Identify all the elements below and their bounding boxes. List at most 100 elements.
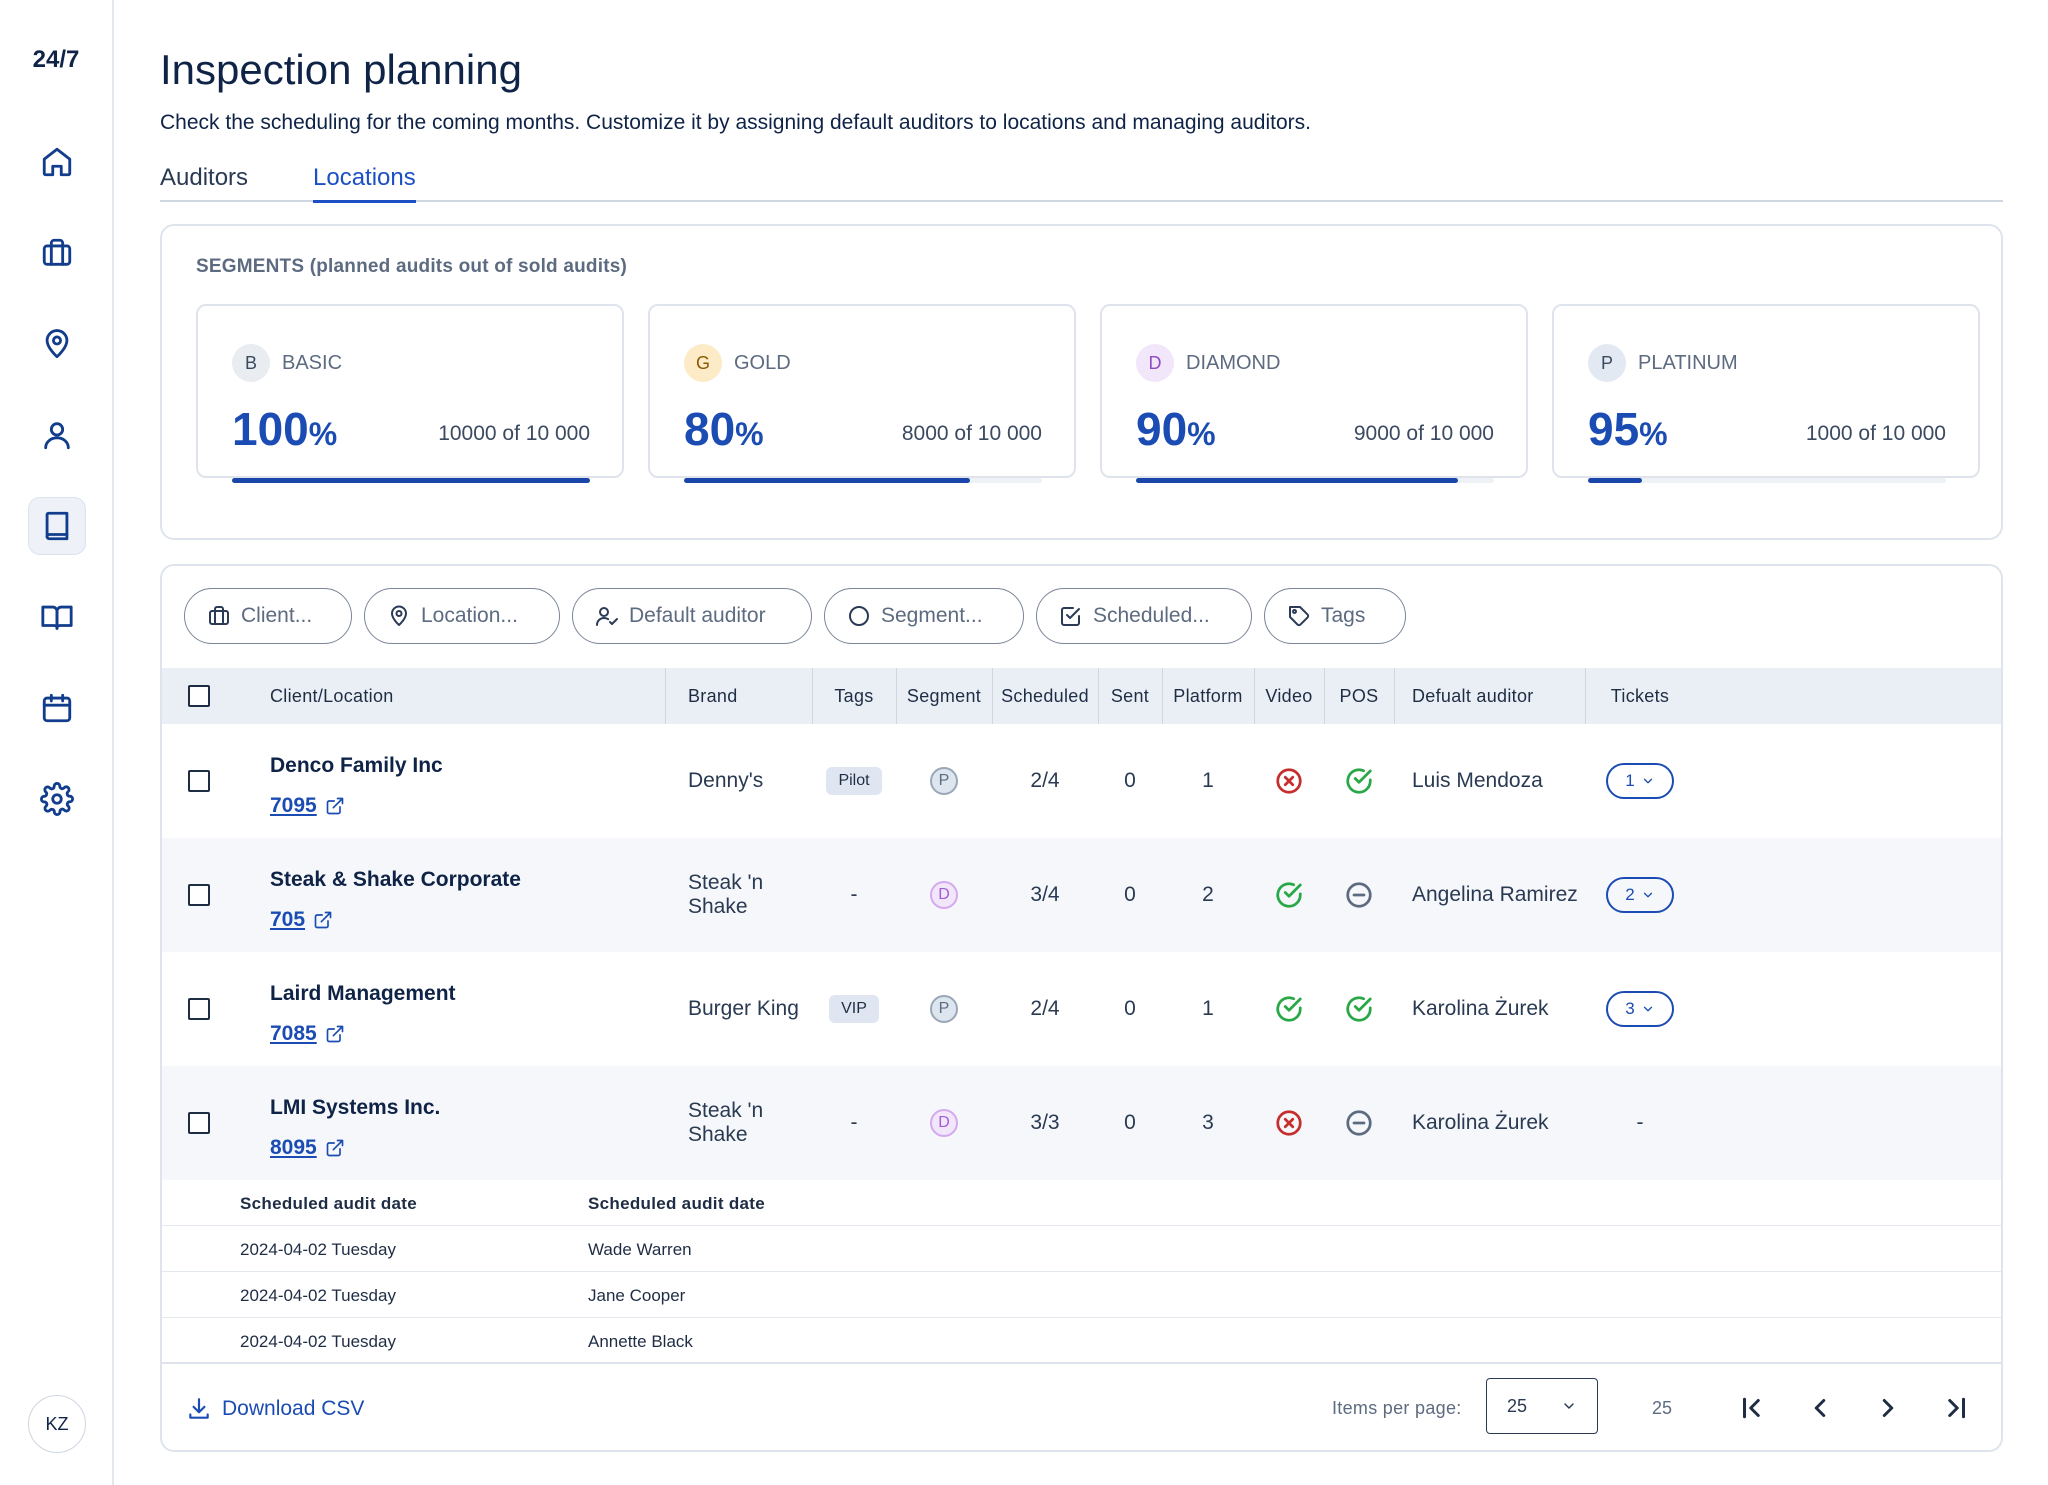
table-row[interactable]: LMI Systems Inc. 8095 Steak 'n Shake - D… <box>162 1066 2001 1180</box>
open-book-icon <box>41 605 73 630</box>
location-id-link[interactable]: 8095 <box>270 1136 345 1160</box>
location-pin-icon <box>391 605 407 626</box>
tag-badge: Pilot <box>826 767 882 795</box>
column-header-tags[interactable]: Tags <box>834 685 874 706</box>
platform-cell: 1 <box>1202 769 1214 792</box>
chevron-down-icon <box>1643 892 1652 898</box>
location-id: 8095 <box>270 1136 317 1159</box>
tag-badge: VIP <box>829 995 879 1023</box>
column-header-brand[interactable]: Brand <box>688 685 738 706</box>
row-checkbox[interactable] <box>188 884 210 906</box>
tickets-dropdown[interactable]: 1 <box>1606 763 1674 799</box>
nav-locations[interactable] <box>28 315 86 373</box>
tickets-dropdown[interactable]: 3 <box>1606 991 1674 1027</box>
nav-settings[interactable] <box>28 770 86 828</box>
select-all-cell <box>188 668 228 724</box>
page-title: Inspection planning <box>160 46 522 93</box>
location-id-link[interactable]: 7085 <box>270 1022 345 1046</box>
segment-card-basic: B BASIC 100% 10000 of 10 000 <box>196 304 624 483</box>
default-auditor-cell: Luis Mendoza <box>1412 769 1543 792</box>
segment-progress-fill <box>232 478 590 483</box>
tab-locations[interactable]: Locations <box>313 164 416 203</box>
row-checkbox[interactable] <box>188 998 210 1020</box>
column-header-client[interactable]: Client/Location <box>270 668 666 724</box>
segment-name: DIAMOND <box>1186 352 1281 374</box>
segments-label: SEGMENTS (planned audits out of sold aud… <box>196 256 628 277</box>
select-all-checkbox[interactable] <box>188 685 210 707</box>
filter-default-auditor[interactable]: Default auditor <box>572 588 812 644</box>
tab-auditors[interactable]: Auditors <box>160 164 249 191</box>
platform-cell: 1 <box>1202 997 1214 1020</box>
nav-users[interactable] <box>28 406 86 464</box>
tags-cell: - <box>850 1111 858 1134</box>
location-id: 7085 <box>270 1022 317 1045</box>
segment-percent-unit: % <box>735 416 764 452</box>
column-header-sent[interactable]: Sent <box>1110 685 1150 706</box>
book-icon <box>45 511 69 541</box>
filter-scheduled[interactable]: Scheduled... <box>1036 588 1252 644</box>
nav-calendar[interactable] <box>28 679 86 737</box>
column-header-default-auditor[interactable]: Defualt auditor <box>1412 685 1534 706</box>
tickets-dropdown[interactable]: 2 <box>1606 877 1674 913</box>
tag-icon <box>1289 606 1310 627</box>
table-row[interactable]: Laird Management 7085 Burger King VIP P … <box>162 952 2001 1066</box>
previous-page-button[interactable] <box>1802 1390 1838 1426</box>
first-page-button[interactable] <box>1734 1390 1770 1426</box>
column-header-platform[interactable]: Platform <box>1173 685 1243 706</box>
filter-segment[interactable]: Segment... <box>824 588 1024 644</box>
pos-cell <box>1324 1066 1394 1180</box>
nav-home[interactable] <box>28 133 86 191</box>
segment-badge: P <box>930 995 958 1023</box>
platform-cell: 3 <box>1202 1111 1214 1134</box>
column-header-scheduled[interactable]: Scheduled <box>1001 685 1089 706</box>
audit-auditor: Wade Warren <box>588 1240 692 1259</box>
segment-progress-fill <box>684 478 971 483</box>
check-circle-icon <box>1276 882 1302 908</box>
segment-badge: D <box>930 1109 958 1137</box>
filter-client[interactable]: Client... <box>184 588 352 644</box>
column-header-segment[interactable]: Segment <box>906 685 982 706</box>
default-auditor-cell: Angelina Ramirez <box>1412 883 1578 906</box>
segment-percent-unit: % <box>1639 416 1668 452</box>
filter-location[interactable]: Location... <box>364 588 560 644</box>
gear-icon <box>40 782 74 816</box>
avatar[interactable]: KZ <box>28 1395 86 1453</box>
calendar-icon <box>42 693 72 723</box>
sub-table-row: 2024-04-02 Tuesday Jane Cooper <box>162 1272 2001 1318</box>
location-id-link[interactable]: 705 <box>270 908 333 932</box>
nav-clients[interactable] <box>28 224 86 282</box>
column-header-tickets[interactable]: Tickets <box>1610 685 1670 706</box>
next-page-button[interactable] <box>1870 1390 1906 1426</box>
location-id-link[interactable]: 7095 <box>270 794 345 818</box>
external-link-icon <box>326 1025 344 1043</box>
sent-cell: 0 <box>1124 997 1136 1020</box>
segment-badge: P <box>930 767 958 795</box>
column-header-pos[interactable]: POS <box>1339 685 1379 706</box>
table-row[interactable]: Denco Family Inc 7095 Denny's Pilot P 2/… <box>162 724 2001 838</box>
row-checkbox[interactable] <box>188 1112 210 1134</box>
items-per-page-select[interactable]: 25 <box>1486 1378 1598 1434</box>
nav-library[interactable] <box>28 588 86 646</box>
filter-label: Tags <box>1321 604 1366 627</box>
table-row[interactable]: Steak & Shake Corporate 705 Steak 'n Sha… <box>162 838 2001 952</box>
tickets-cell: 1 <box>1586 724 1694 838</box>
download-csv-button[interactable]: Download CSV <box>186 1396 364 1422</box>
brand-cell: Steak 'n Shake <box>688 871 764 918</box>
sidebar: 24/7 KZ <box>0 0 114 1485</box>
filter-tags[interactable]: Tags <box>1264 588 1406 644</box>
pos-cell <box>1324 838 1394 952</box>
nav-inspection-planning[interactable] <box>28 497 86 555</box>
column-header-video[interactable]: Video <box>1265 685 1313 706</box>
user-check-icon <box>596 607 618 626</box>
brand-logo: 24/7 <box>32 46 80 73</box>
row-select-cell <box>188 952 228 1066</box>
segment-progress-track <box>684 478 1042 483</box>
client-name: Denco Family Inc <box>270 754 443 777</box>
default-auditor-cell: Karolina Żurek <box>1412 997 1549 1020</box>
last-page-button[interactable] <box>1938 1390 1974 1426</box>
page-count: 25 <box>1652 1398 1673 1418</box>
segment-percent-value: 90 <box>1136 403 1188 455</box>
chevrons-first-icon <box>1743 1397 1760 1419</box>
tickets-cell: - <box>1636 1111 1644 1134</box>
row-checkbox[interactable] <box>188 770 210 792</box>
